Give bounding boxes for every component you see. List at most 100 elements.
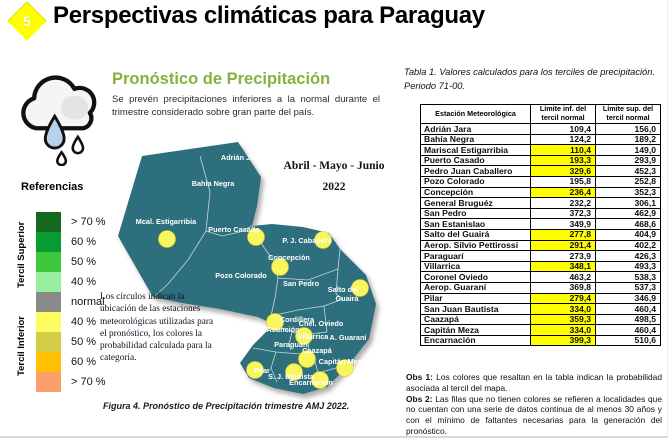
table-row: Capitán Meza 334,0 460,4 xyxy=(420,324,661,336)
cell-limite-inf: 291,4 xyxy=(530,239,596,252)
station-label-encarnacion: Encarnación xyxy=(289,378,333,387)
cell-limite-sup: 452,3 xyxy=(595,165,661,177)
legend-label: 60 % xyxy=(71,356,97,368)
table-row: Mariscal Estigarribia 110,4 149,0 xyxy=(420,144,661,156)
cell-station: San Estanislao xyxy=(420,218,531,230)
cell-limite-sup: 352,3 xyxy=(595,186,661,199)
station-label-bahia-negra: Bahía Negra xyxy=(192,179,236,188)
cell-limite-sup: 460,4 xyxy=(595,324,661,336)
cell-limite-sup: 538,3 xyxy=(595,271,661,283)
station-labels: Adrián Jara Bahía Negra Mcal. Estigarribia… xyxy=(136,153,368,387)
department-border-line xyxy=(288,331,293,351)
station-dot-puerto-casado xyxy=(247,228,265,246)
cell-limite-sup: 537,3 xyxy=(595,281,661,294)
department-border-line xyxy=(323,305,328,333)
cell-station: Salto del Guairá xyxy=(420,228,531,241)
table-row: Pozo Colorado 195,8 252,8 xyxy=(420,175,661,188)
legend-entry: 60 % xyxy=(36,352,106,372)
station-label-asuncion: Asunción xyxy=(266,325,299,334)
station-label-cordillera: Cordillera xyxy=(280,315,315,324)
forecast-description: Se prevén precipitaciones inferiores a l… xyxy=(112,94,380,118)
cell-limite-sup: 498,5 xyxy=(595,313,661,326)
station-label-sj-bautista: S. J. Bautista xyxy=(268,372,315,381)
rain-cloud-icon xyxy=(21,75,97,166)
forecast-period: Abril - Mayo - Junio 2022 xyxy=(276,160,392,193)
cell-limite-sup: 149,0 xyxy=(595,144,661,156)
map-note: Los círculos indican la ubicación de las… xyxy=(100,292,214,364)
table-row: Aerop. Guaraní 369,8 537,3 xyxy=(420,281,661,294)
forecast-heading: Pronóstico de Precipitación xyxy=(112,70,331,88)
legend-entry: > 70 % xyxy=(36,372,106,392)
terciles-table: Estación Meteorológica Límite inf. del t… xyxy=(420,104,661,347)
table-row: San Estanislao 349,9 468,6 xyxy=(420,218,661,230)
legend-swatch xyxy=(36,212,61,232)
obs-1: Obs 1: Los colores que resaltan en la ta… xyxy=(406,372,662,394)
figure-caption: Figura 4. Pronóstico de Precipitación tr… xyxy=(103,401,350,411)
station-dot-capitan-meza xyxy=(336,359,354,377)
cell-station: Adrián Jara xyxy=(420,123,531,135)
cell-limite-inf: 399,3 xyxy=(530,334,596,347)
table-row: Puerto Casado 193,3 293,9 xyxy=(420,154,661,167)
table-header-row: Estación Meteorológica Límite inf. del t… xyxy=(420,104,661,124)
table-row: Pilar 279,4 346,9 xyxy=(420,292,661,305)
cell-limite-inf: 329,6 xyxy=(530,165,596,177)
cell-limite-inf: 193,3 xyxy=(530,154,596,167)
cell-limite-inf: 334,0 xyxy=(530,303,596,315)
station-label-san-pedro: San Pedro xyxy=(283,279,320,288)
legend-entry: 40 % xyxy=(36,312,106,332)
cell-limite-sup: 493,3 xyxy=(595,260,661,273)
cell-station: Puerto Casado xyxy=(420,154,531,167)
table-title: Tabla 1. Valores calculados para los ter… xyxy=(404,66,664,94)
station-dot-pilar xyxy=(246,361,264,379)
cell-station: Villarrica xyxy=(420,260,531,273)
table-title-line2: Periodo 71-00. xyxy=(404,80,465,91)
cell-station: Caazapá xyxy=(420,313,531,326)
legend-entry: 40 % xyxy=(36,272,106,292)
cell-station: Coronel Oviedo xyxy=(420,271,531,283)
station-dot-villarrica xyxy=(295,327,313,345)
table-title-line1: Tabla 1. Valores calculados para los ter… xyxy=(404,67,655,77)
table-row: Salto del Guairá 277,8 404,9 xyxy=(420,228,661,241)
paraguay-map: Adrián Jara Bahía Negra Mcal. Estigarribia… xyxy=(118,142,376,394)
period-year: 2022 xyxy=(322,181,346,193)
station-dot-pj-caballero xyxy=(314,231,332,249)
legend-label: 50 % xyxy=(71,256,97,268)
legend-swatch xyxy=(36,272,61,292)
cell-limite-sup: 468,6 xyxy=(595,218,661,230)
obs-1-label: Obs 1: xyxy=(406,372,433,382)
station-label-a-guarani: A. Guaraní xyxy=(330,333,368,342)
legend-label: 50 % xyxy=(71,336,97,348)
legend-entry: 60 % xyxy=(36,232,106,252)
legend-swatch xyxy=(36,352,61,372)
cell-station: Aerop. Guaraní xyxy=(420,281,531,294)
department-border-line xyxy=(153,230,207,298)
col-header-limite-sup: Límite sup. del tercil normal xyxy=(595,104,661,124)
cell-station: Paraguarí xyxy=(420,250,531,262)
cell-limite-sup: 510,6 xyxy=(595,334,661,347)
cell-limite-inf: 232,2 xyxy=(530,197,596,209)
table-row: San Pedro 372,3 462,9 xyxy=(420,207,661,220)
station-dots xyxy=(158,228,369,389)
station-label-pozo-colorado: Pozo Colorado xyxy=(215,271,267,280)
table-row: Paraguarí 273,9 426,3 xyxy=(420,250,661,262)
table-row: San Juan Bautista 334,0 460,4 xyxy=(420,303,661,315)
table-row: Encarnación 399,3 510,6 xyxy=(420,334,661,347)
observations: Obs 1: Los colores que resaltan en la ta… xyxy=(406,372,662,436)
cell-limite-inf: 372,3 xyxy=(530,207,596,220)
legend-entry: > 70 % xyxy=(36,212,106,232)
table-row: Caazapá 359,3 498,5 xyxy=(420,313,661,326)
station-label-pilar: Pilar xyxy=(254,366,270,375)
section-number-badge: 5 xyxy=(7,1,47,41)
station-label-capitan-meza: Capitán Meza xyxy=(319,357,367,366)
station-dot-mcal-estigarribia xyxy=(158,230,176,248)
obs-1-text: Los colores que resaltan en la tabla ind… xyxy=(406,372,662,393)
station-dot-caazapa xyxy=(298,350,316,368)
cell-limite-sup: 293,9 xyxy=(595,154,661,167)
station-label-concepcion: Concepción xyxy=(268,253,310,262)
cell-limite-inf: 124,2 xyxy=(530,133,596,146)
department-border-line xyxy=(270,351,278,383)
cell-limite-inf: 348,1 xyxy=(530,260,596,273)
cell-limite-sup: 346,9 xyxy=(595,292,661,305)
obs-2-label: Obs 2: xyxy=(406,393,433,404)
